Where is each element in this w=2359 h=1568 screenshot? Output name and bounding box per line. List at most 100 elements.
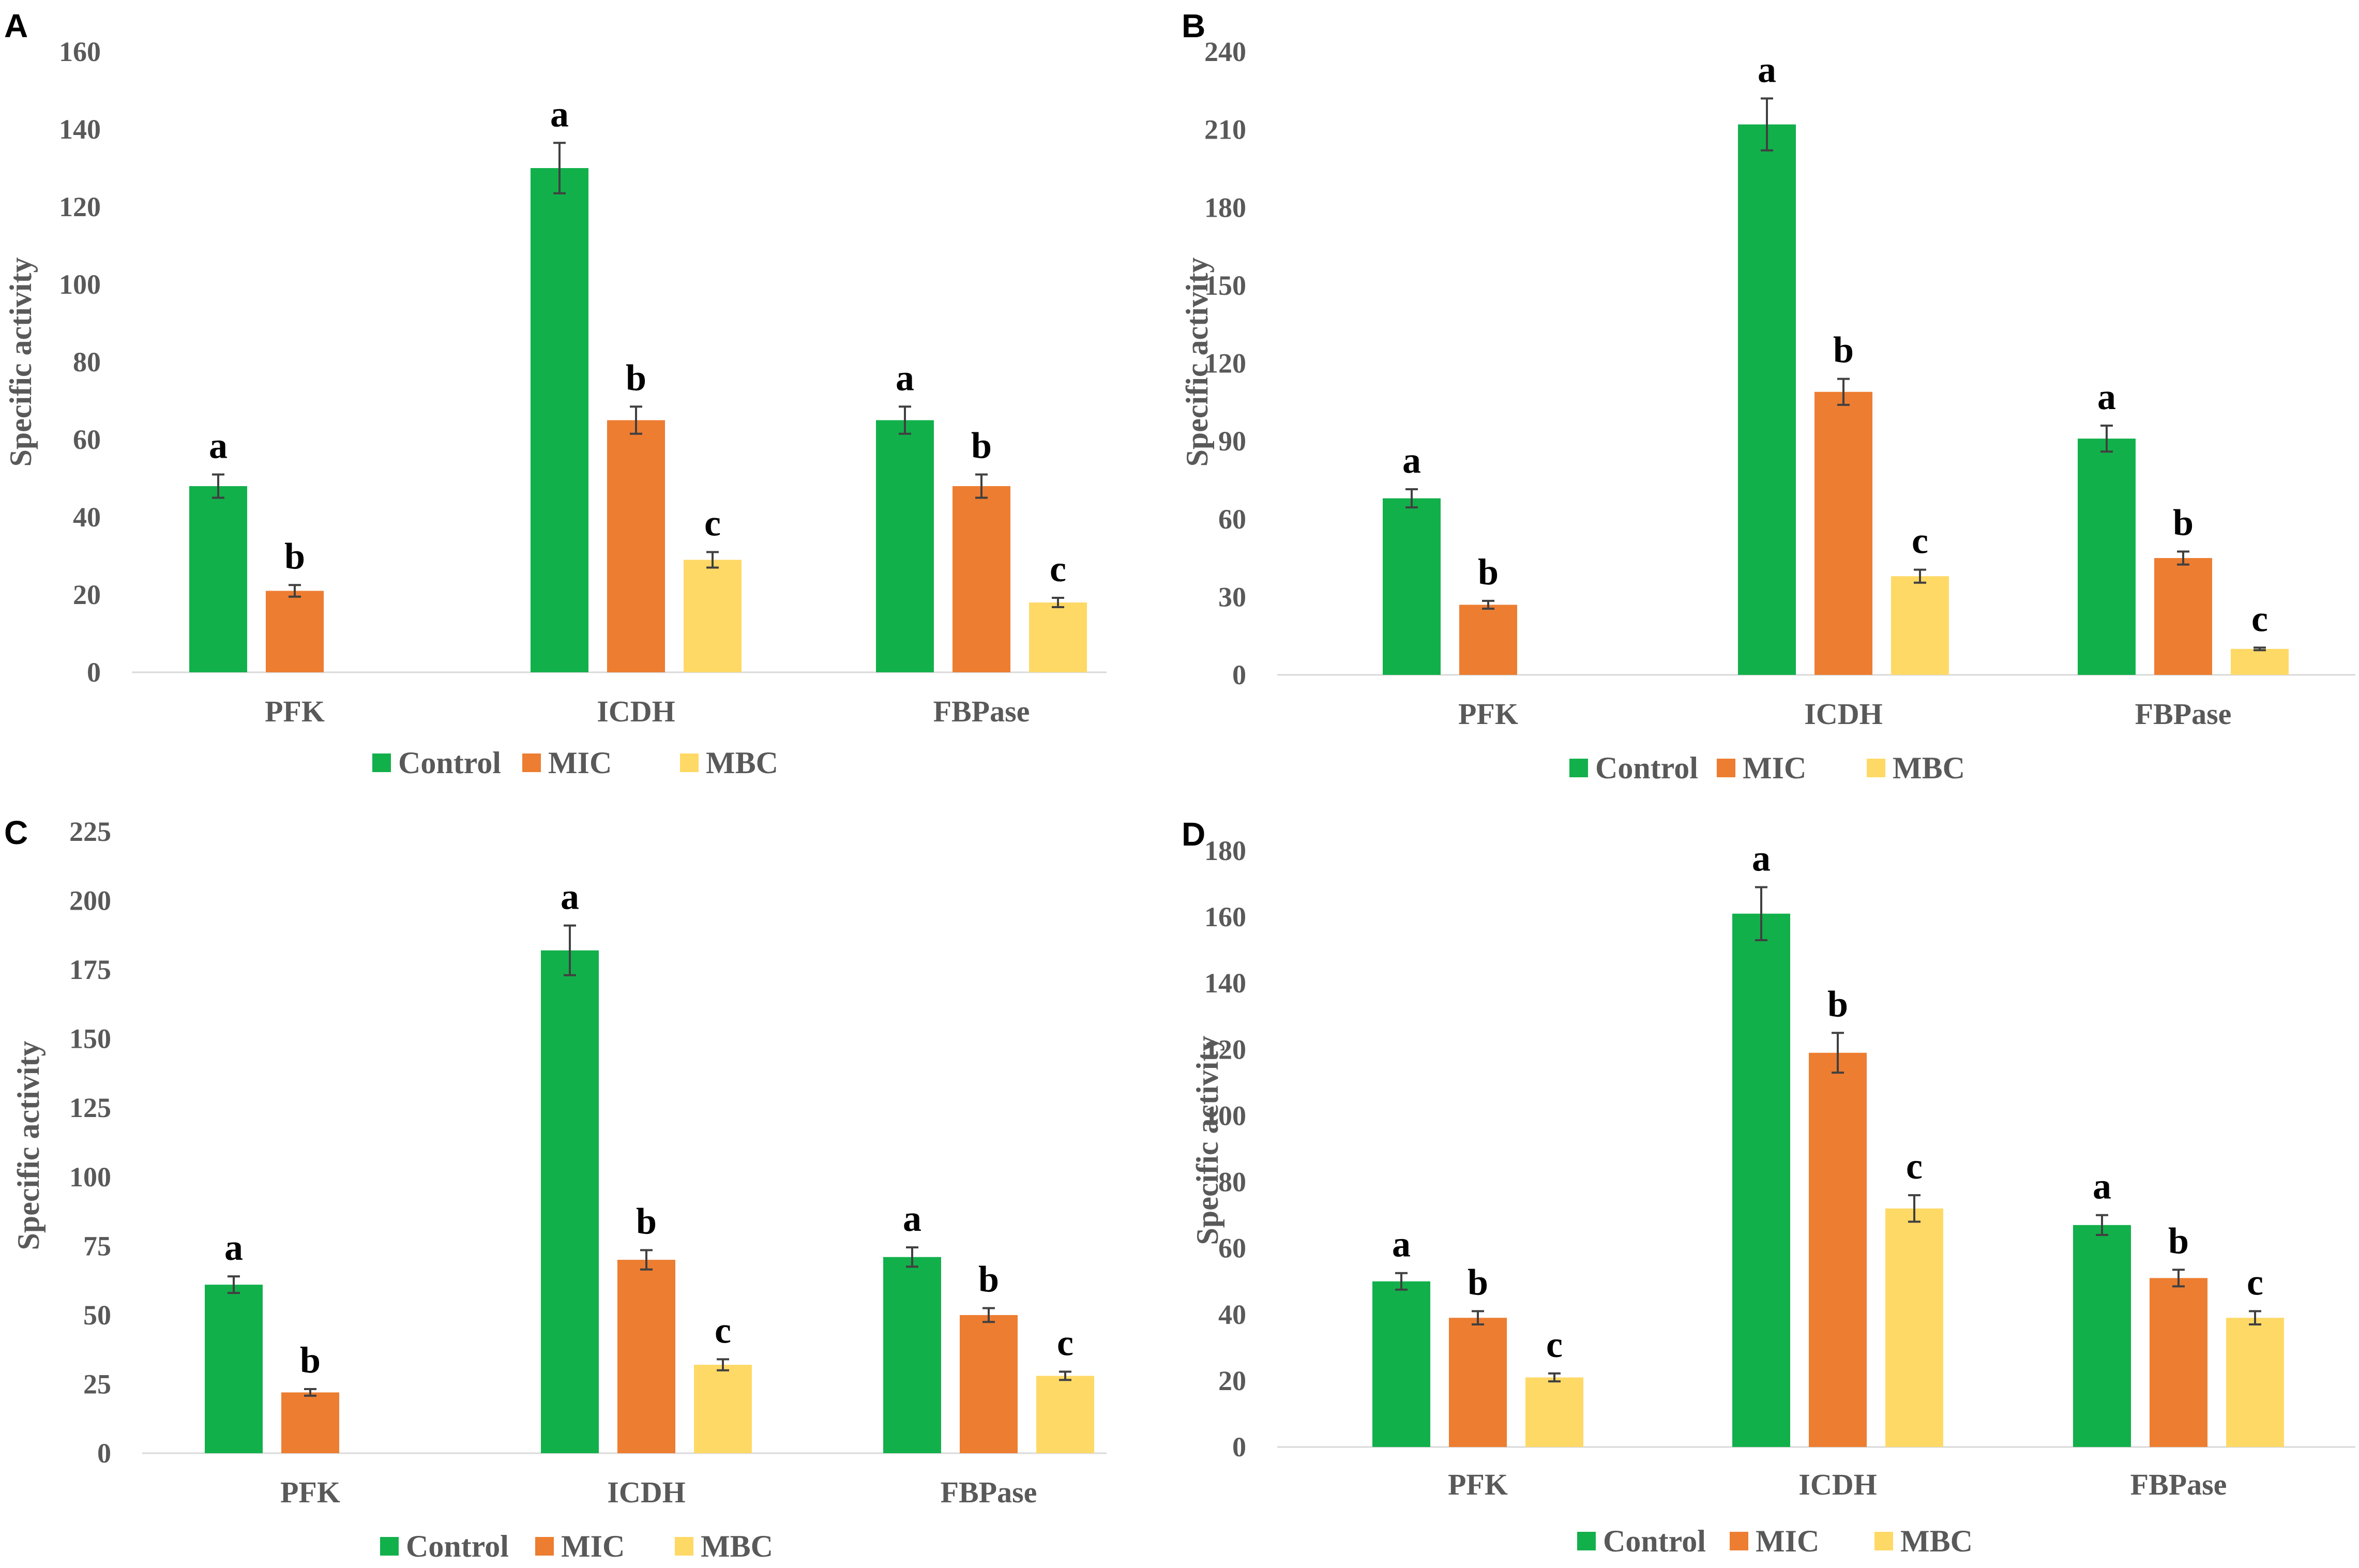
significance-label: b [978, 1259, 999, 1300]
significance-label: c [2251, 598, 2268, 639]
significance-label: c [715, 1309, 731, 1351]
y-tick-label: 225 [69, 816, 111, 847]
error-bar [899, 405, 911, 435]
bar-control-fbpase [876, 420, 934, 672]
legend-label-mbc: MBC [701, 1529, 773, 1563]
bar-mbc-icdh [684, 560, 742, 672]
significance-label: a [224, 1227, 243, 1268]
y-tick-label: 80 [1218, 1167, 1246, 1198]
legend-label-mic: MIC [1756, 1524, 1819, 1558]
significance-label: a [2093, 1166, 2111, 1207]
y-tick-label: 20 [1218, 1365, 1246, 1396]
error-bar [640, 1249, 653, 1271]
legend-swatch-mic [535, 1537, 554, 1556]
x-category-label: ICDH [607, 1475, 685, 1509]
x-category-label: FBPase [941, 1475, 1037, 1509]
error-bar [1832, 1032, 1844, 1074]
y-tick-label: 25 [83, 1368, 111, 1399]
error-bar [564, 924, 576, 976]
bar-mic-icdh [607, 420, 665, 672]
legend-swatch-control [380, 1537, 399, 1556]
error-bar [1395, 1272, 1408, 1291]
y-tick-label: 140 [1204, 968, 1246, 999]
significance-label: b [636, 1200, 657, 1242]
error-bar [2172, 1269, 2185, 1288]
y-tick-label: 30 [1218, 581, 1246, 612]
y-tick-label: 90 [1218, 426, 1246, 457]
significance-label: c [1546, 1324, 1563, 1365]
significance-label: b [626, 357, 646, 398]
significance-label: b [2168, 1220, 2189, 1261]
legend-swatch-mic [1717, 759, 1735, 777]
y-tick-label: 50 [83, 1300, 111, 1331]
legend-swatch-control [372, 753, 391, 772]
bar-mbc-fbpase [2231, 649, 2289, 675]
y-tick-label: 140 [59, 114, 101, 145]
y-tick-label: 100 [59, 269, 101, 300]
legend-label-mbc: MBC [1893, 751, 1965, 785]
x-category-label: PFK [265, 695, 325, 728]
legend: Control MIC MBC [372, 746, 778, 780]
y-axis-label: Specific activity [1190, 1036, 1224, 1245]
y-tick-label: 180 [1204, 192, 1246, 223]
y-tick-label: 0 [87, 657, 101, 688]
bar-mbc-icdh [694, 1365, 752, 1453]
bar-mic-fbpase [952, 486, 1010, 672]
legend-swatch-control [1569, 759, 1588, 777]
y-tick-label: 60 [1218, 504, 1246, 535]
significance-label: a [561, 876, 579, 917]
bar-mic-pfk [1459, 605, 1517, 675]
y-tick-label: 75 [83, 1230, 111, 1261]
significance-label: a [2097, 376, 2116, 417]
x-category-label: PFK [1458, 697, 1518, 731]
significance-label: a [1758, 49, 1776, 90]
y-tick-label: 150 [1204, 270, 1246, 301]
y-tick-label: 200 [69, 885, 111, 916]
y-tick-label: 180 [1204, 835, 1246, 866]
panel-letter: B [1182, 7, 1205, 44]
y-tick-label: 40 [73, 502, 101, 533]
significance-label: b [284, 535, 305, 577]
significance-label: b [1833, 329, 1854, 371]
bar-mic-pfk [266, 591, 324, 672]
significance-label: c [704, 503, 721, 544]
error-bar [2177, 550, 2189, 566]
chart-panel-c: C Specific activity 0 25 50 75 100 125 150 175 200… [4, 814, 1107, 1563]
legend-swatch-mic [522, 753, 541, 772]
legend-label-mbc: MBC [706, 746, 778, 780]
legend-swatch-mbc [675, 1537, 693, 1556]
y-tick-label: 120 [1204, 348, 1246, 379]
error-bar [1405, 488, 1418, 509]
legend: Control MIC MBC [380, 1529, 773, 1563]
bar-mbc-fbpase [1029, 602, 1087, 672]
significance-label: c [1057, 1322, 1073, 1363]
error-bar [2254, 646, 2266, 652]
panel-letter: D [1182, 816, 1205, 853]
bar-control-icdh [531, 168, 588, 672]
legend: Control MIC MBC [1569, 751, 1965, 785]
bar-mbc-fbpase [2226, 1318, 2284, 1447]
significance-label: c [2247, 1261, 2263, 1303]
bar-control-fbpase [2073, 1225, 2131, 1447]
y-tick-label: 160 [59, 36, 101, 67]
error-bar [1548, 1372, 1561, 1383]
bar-mic-fbpase [2150, 1278, 2207, 1447]
bar-mbc-icdh [1891, 576, 1949, 675]
error-bar [1837, 378, 1850, 406]
significance-label: b [1827, 983, 1848, 1024]
error-bar [975, 473, 988, 499]
error-bar [304, 1388, 316, 1397]
error-bar [2100, 425, 2113, 453]
legend-label-control: Control [1595, 751, 1698, 785]
y-tick-label: 20 [73, 579, 101, 610]
bar-control-pfk [1383, 498, 1441, 675]
significance-label: b [2173, 502, 2194, 544]
y-tick-label: 120 [1204, 1034, 1246, 1065]
legend-label-control: Control [1603, 1524, 1706, 1558]
bar-control-icdh [1732, 913, 1790, 1447]
y-tick-label: 120 [59, 191, 101, 222]
bar-control-icdh [541, 950, 599, 1453]
error-bar [706, 551, 719, 569]
legend-label-mbc: MBC [1900, 1524, 1973, 1558]
